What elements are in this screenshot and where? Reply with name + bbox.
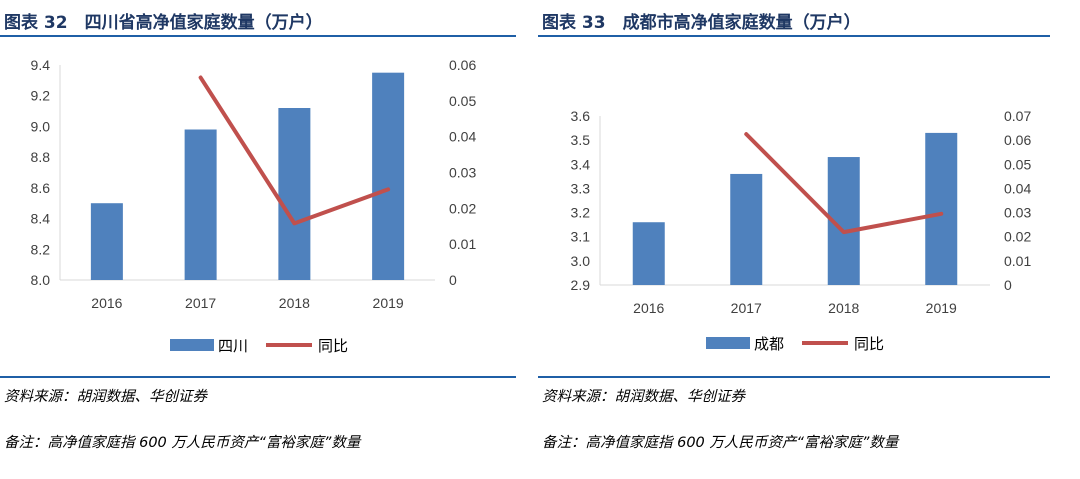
figure-title: 图表 32 四川省高净值家庭数量（万户） — [4, 13, 323, 33]
y-left-tick-label: 8.2 — [31, 241, 51, 257]
y-left-tick-label: 9.0 — [31, 118, 51, 134]
title-rule — [538, 35, 1050, 37]
y-left-tick-label: 3.5 — [571, 132, 591, 148]
legend-bar-label: 成都 — [754, 336, 784, 353]
x-tick-label: 2016 — [633, 300, 664, 316]
remark-note: 备注：高净值家庭指 600 万人民币资产“富裕家庭”数量 — [542, 435, 899, 451]
line-series-yoy — [198, 75, 391, 226]
y-left-tick-label: 3.6 — [571, 108, 591, 124]
legend-bar-swatch — [706, 337, 750, 349]
right-figure: 图表 33 成都市高净值家庭数量（万户） 2.9 3.0 3.1 3.2 3.3 3.4 3… — [538, 0, 1078, 479]
y-right-tick-label: 0.06 — [449, 57, 476, 73]
y-left-tick-label: 8.4 — [31, 211, 51, 227]
x-tick-label: 2019 — [926, 300, 957, 316]
y-right-tick-label: 0.04 — [449, 129, 476, 145]
bar-2018 — [278, 108, 311, 280]
legend-line-label: 同比 — [854, 336, 884, 353]
y-right-tick-label: 0.01 — [449, 236, 476, 252]
left-figure: 图表 32 四川省高净值家庭数量（万户） 8.0 8.2 8.4 8.6 8.8 9.0 9… — [0, 0, 520, 479]
source-note: 资料来源：胡润数据、华创证券 — [542, 389, 745, 405]
x-tick-label: 2018 — [828, 300, 859, 316]
y-right-tick-label: 0.01 — [1004, 253, 1031, 269]
y-right-tick-label: 0.03 — [449, 165, 476, 181]
y-left-tick-label: 3.4 — [571, 156, 591, 172]
footer-rule — [538, 376, 1050, 378]
chart-sichuan: 8.0 8.2 8.4 8.6 8.8 9.0 9.2 9.4 0 0.01 0.02 0.03 0.0… — [31, 57, 477, 355]
y-right-tick-label: 0.04 — [1004, 180, 1031, 196]
y-right-tick-label: 0.02 — [1004, 229, 1031, 245]
y-left-tick-label: 9.4 — [31, 57, 51, 73]
bar-2016 — [90, 203, 123, 280]
bar-2017 — [184, 129, 217, 280]
x-tick-label: 2017 — [185, 295, 216, 311]
legend-line-label: 同比 — [318, 338, 348, 355]
y-right-tick-label: 0.03 — [1004, 205, 1031, 221]
y-right-tick-label: 0.05 — [449, 93, 476, 109]
y-left-tick-label: 8.6 — [31, 180, 51, 196]
y-left-tick-label: 3.3 — [571, 180, 591, 196]
source-note: 资料来源：胡润数据、华创证券 — [4, 389, 207, 405]
bar-2017 — [730, 173, 763, 285]
x-tick-label: 2016 — [91, 295, 122, 311]
legend-bar-label: 四川 — [218, 338, 248, 355]
y-left-tick-label: 2.9 — [571, 277, 591, 293]
y-left-tick-label: 8.0 — [31, 272, 51, 288]
y-right-tick-label: 0.02 — [449, 200, 476, 216]
remark-note: 备注：高净值家庭指 600 万人民币资产“富裕家庭”数量 — [4, 435, 361, 451]
x-tick-label: 2019 — [373, 295, 404, 311]
line-series-yoy — [744, 132, 944, 235]
y-left-tick-label: 9.2 — [31, 88, 51, 104]
y-right-tick-label: 0 — [1004, 277, 1012, 293]
y-right-tick-label: 0 — [449, 272, 457, 288]
y-left-tick-label: 3.0 — [571, 253, 591, 269]
y-right-tick-label: 0.06 — [1004, 132, 1031, 148]
bar-2019 — [372, 72, 405, 280]
chart-chengdu: 2.9 3.0 3.1 3.2 3.3 3.4 3.5 3.6 0 0.01 0.02 0.03 0.0… — [571, 108, 1032, 353]
y-right-tick-label: 0.05 — [1004, 156, 1031, 172]
y-left-tick-label: 3.2 — [571, 205, 591, 221]
footer-rule — [0, 376, 516, 378]
legend-bar-swatch — [170, 339, 214, 351]
y-left-tick-label: 3.1 — [571, 229, 591, 245]
x-tick-label: 2018 — [279, 295, 310, 311]
bar-2016 — [632, 222, 665, 285]
x-tick-label: 2017 — [731, 300, 762, 316]
title-rule — [0, 35, 516, 37]
figure-title: 图表 33 成都市高净值家庭数量（万户） — [542, 13, 861, 33]
bar-2019 — [925, 132, 958, 285]
y-right-tick-label: 0.07 — [1004, 108, 1031, 124]
y-left-tick-label: 8.8 — [31, 149, 51, 165]
